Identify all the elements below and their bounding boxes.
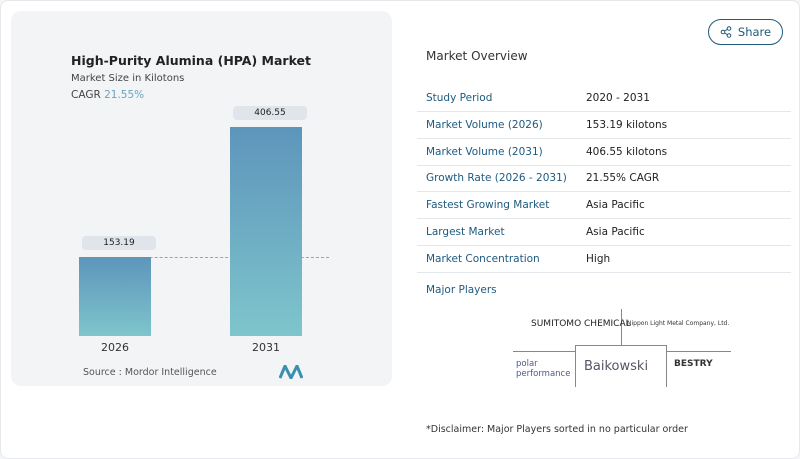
bar-2026 xyxy=(79,257,151,336)
overview-row: Fastest Growing Market Asia Pacific xyxy=(417,192,791,220)
row-label: Market Volume (2031) xyxy=(426,145,543,158)
major-players-label: Major Players xyxy=(426,284,497,296)
overview-row: Market Concentration High xyxy=(417,246,791,273)
data-label: 153.19 xyxy=(82,236,156,251)
row-value: 406.55 kilotons xyxy=(586,145,668,158)
chart-title: High-Purity Alumina (HPA) Market xyxy=(71,53,312,68)
reference-line xyxy=(79,257,329,258)
overview-title: Market Overview xyxy=(426,49,528,63)
x-tick-label: 2026 xyxy=(101,341,129,354)
cagr: CAGR 21.55% xyxy=(71,89,144,101)
logo-baikowski: Baikowski xyxy=(584,359,649,374)
data-label: 406.55 xyxy=(233,106,307,120)
logo-nippon-light-metal: Nippon Light Metal Company, Ltd. xyxy=(627,320,730,327)
share-icon xyxy=(720,26,732,38)
row-label: Largest Market xyxy=(426,226,505,238)
logo-polar-performance: polar performance xyxy=(516,359,571,379)
row-value: 2020 - 2031 xyxy=(586,92,650,104)
row-value: 153.19 kilotons xyxy=(586,118,668,131)
bar-2031 xyxy=(230,127,302,336)
share-button[interactable]: Share xyxy=(708,19,783,45)
row-label: Fastest Growing Market xyxy=(426,199,550,212)
overview-row: Market Volume (2031) 406.55 kilotons xyxy=(417,139,791,166)
row-value: 21.55% CAGR xyxy=(586,172,660,185)
row-label: Study Period xyxy=(426,92,493,104)
row-value: Asia Pacific xyxy=(586,199,645,212)
overview-row: Study Period 2020 - 2031 xyxy=(417,85,791,112)
cagr-value: 21.55% xyxy=(104,89,145,101)
row-label: Market Concentration xyxy=(426,252,540,265)
overview-row: Largest Market Asia Pacific xyxy=(417,219,791,246)
logo-bestry: BESTRY xyxy=(674,359,713,369)
row-value: High xyxy=(586,252,611,265)
row-label: Growth Rate (2026 - 2031) xyxy=(426,172,567,185)
mordor-logo-icon xyxy=(279,365,303,379)
row-value: Asia Pacific xyxy=(586,226,645,238)
disclaimer: *Disclaimer: Major Players sorted in no … xyxy=(426,424,688,435)
row-label: Market Volume (2026) xyxy=(426,118,543,131)
overview-row: Market Volume (2026) 153.19 kilotons xyxy=(417,112,791,139)
x-tick-label: 2031 xyxy=(252,341,280,354)
cagr-label: CAGR xyxy=(71,89,101,101)
chart-subtitle: Market Size in Kilotons xyxy=(71,73,185,84)
share-label: Share xyxy=(737,25,772,39)
chart-card xyxy=(11,11,392,386)
source: Source : Mordor Intelligence xyxy=(83,367,217,378)
overview-row: Growth Rate (2026 - 2031) 21.55% CAGR xyxy=(417,165,791,193)
logo-sumitomo: SUMITOMO CHEMICAL xyxy=(531,319,631,329)
